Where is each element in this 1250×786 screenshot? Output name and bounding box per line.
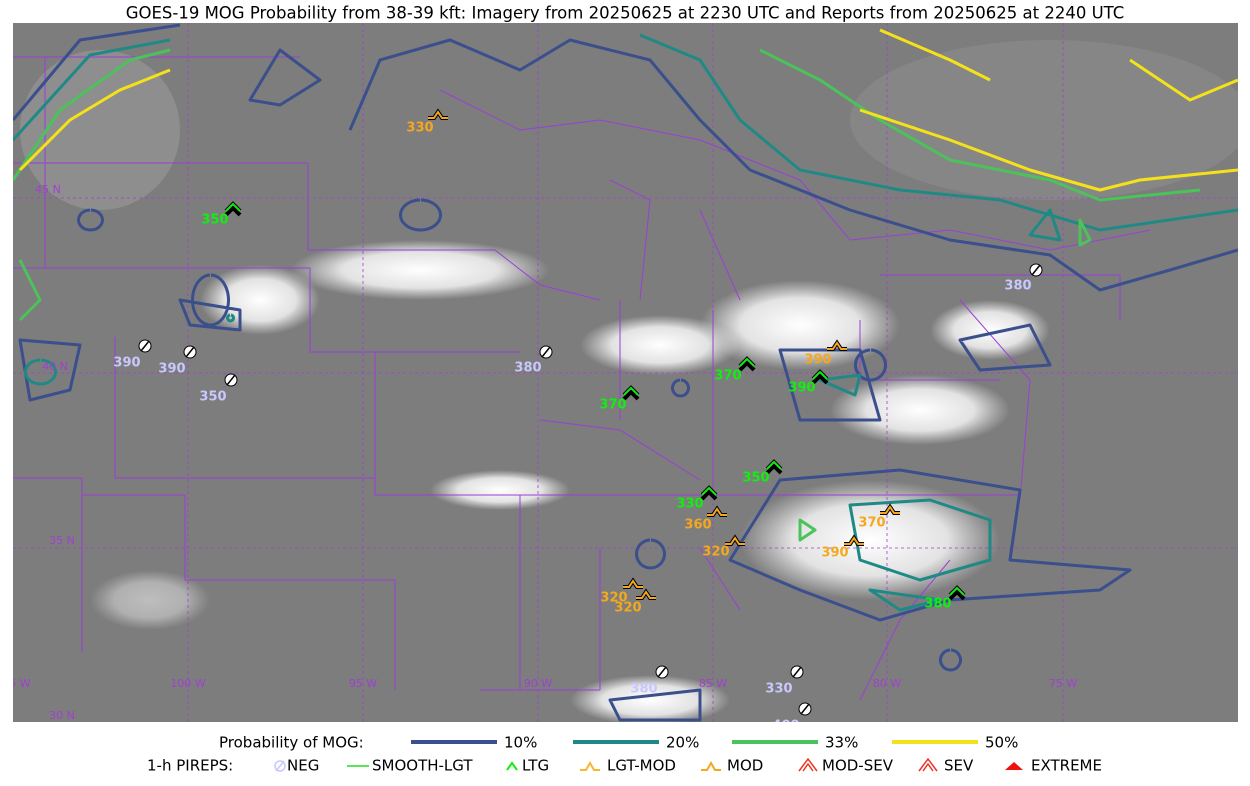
report-level: 350	[201, 213, 228, 228]
lon-label: 100 W	[170, 677, 205, 690]
mod-symbol	[707, 507, 727, 516]
mod-symbol	[827, 341, 847, 350]
report-level: 370	[714, 369, 741, 384]
mod-symbol	[428, 110, 448, 119]
neg-slash	[185, 346, 195, 358]
lon-label: 75 W	[1049, 677, 1077, 690]
legend-item: MOD	[727, 757, 763, 775]
mod-symbol	[725, 536, 745, 545]
legend: Probability of MOG: 10% 20% 33% 50% 1-h PIREP…	[147, 734, 1102, 775]
neg-slash	[800, 703, 810, 715]
ltg-symbol	[766, 460, 782, 470]
lat-label: 45 N	[35, 183, 61, 196]
lon-label: 95 W	[349, 677, 377, 690]
ltg-symbol	[949, 586, 965, 596]
lat-lon-grid	[13, 23, 1238, 722]
neg-slash	[226, 374, 236, 386]
report-level: 320	[614, 601, 641, 616]
ltg-symbol	[623, 386, 639, 396]
lat-label: 30 N	[49, 709, 75, 722]
legend-item: 20%	[666, 734, 699, 752]
pirep-reports: 330 350 390 390 350 380 370 370 390 390 350 330 360 3…	[113, 108, 1043, 734]
report-level: 320	[600, 591, 627, 606]
legend-symbol	[701, 760, 721, 771]
legend-item: 33%	[825, 734, 858, 752]
state-borders	[13, 56, 1151, 701]
report-level: 350	[742, 471, 769, 486]
report-level: 380	[924, 597, 951, 612]
report-level: 390	[804, 353, 831, 368]
report-level: 390	[788, 381, 815, 396]
neg-slash	[792, 666, 802, 678]
legend-item: LGT-MOD	[607, 757, 676, 775]
legend-item: 10%	[504, 734, 537, 752]
report-level: 330	[765, 682, 792, 697]
legend-item: LTG	[522, 757, 549, 775]
report-level: 370	[599, 398, 626, 413]
legend-symbol	[798, 757, 818, 772]
report-level: 330	[676, 497, 703, 512]
ltg-symbol	[701, 486, 717, 496]
legend-item: NEG	[287, 757, 319, 775]
report-level: 320	[702, 545, 729, 560]
neg-slash	[1031, 264, 1041, 276]
ltg-symbol	[812, 370, 828, 380]
clouds	[20, 40, 1238, 722]
lat-label: 35 N	[49, 534, 75, 547]
report-level: 360	[684, 518, 711, 533]
legend-symbol	[918, 757, 938, 772]
report-level: 380	[1004, 279, 1031, 294]
lat-label: 40 N	[42, 360, 68, 373]
ltg-symbol	[225, 202, 241, 212]
lon-label: 85 W	[699, 677, 727, 690]
ltg-symbol	[739, 357, 755, 367]
title: GOES-19 MOG Probability from 38-39 kft: …	[126, 4, 1125, 23]
report-level: 330	[406, 121, 433, 136]
report-level: 390	[158, 362, 185, 377]
legend-item: 50%	[985, 734, 1018, 752]
legend-label: Probability of MOG:	[219, 734, 364, 752]
lon-label: 80 W	[873, 677, 901, 690]
mod-symbol	[880, 505, 900, 514]
legend-symbol	[275, 760, 285, 772]
legend-symbol	[506, 761, 518, 771]
geo-labels: 45 N 40 N 35 N 30 N 105 W 100 W 95 W 90 W 85 W 80…	[0, 183, 1077, 722]
report-level: 370	[858, 516, 885, 531]
legend-symbol	[580, 760, 600, 771]
map: 45 N 40 N 35 N 30 N 105 W 100 W 95 W 90 W 85 W 80…	[0, 23, 1238, 734]
neg-slash	[140, 340, 150, 352]
legend-item: SMOOTH-LGT	[372, 757, 473, 775]
neg-slash	[657, 666, 667, 678]
report-level: 400	[772, 719, 799, 734]
legend-label: 1-h PIREPS:	[147, 757, 233, 775]
legend-item: MOD-SEV	[822, 757, 894, 775]
legend-item: EXTREME	[1031, 757, 1102, 775]
legend-symbol	[274, 760, 286, 772]
neg-slash	[541, 346, 551, 358]
report-level: 390	[821, 546, 848, 561]
lon-label: 90 W	[524, 677, 552, 690]
report-level: 380	[630, 682, 657, 697]
report-level: 390	[113, 356, 140, 371]
contours	[13, 23, 1238, 722]
mod-symbol	[636, 590, 656, 599]
mod-symbol	[623, 579, 643, 588]
legend-item: SEV	[944, 757, 974, 775]
report-level: 350	[199, 390, 226, 405]
lon-label: 105 W	[0, 677, 31, 690]
report-level: 380	[514, 361, 541, 376]
legend-symbol	[1005, 762, 1023, 770]
mod-symbol	[844, 536, 864, 545]
